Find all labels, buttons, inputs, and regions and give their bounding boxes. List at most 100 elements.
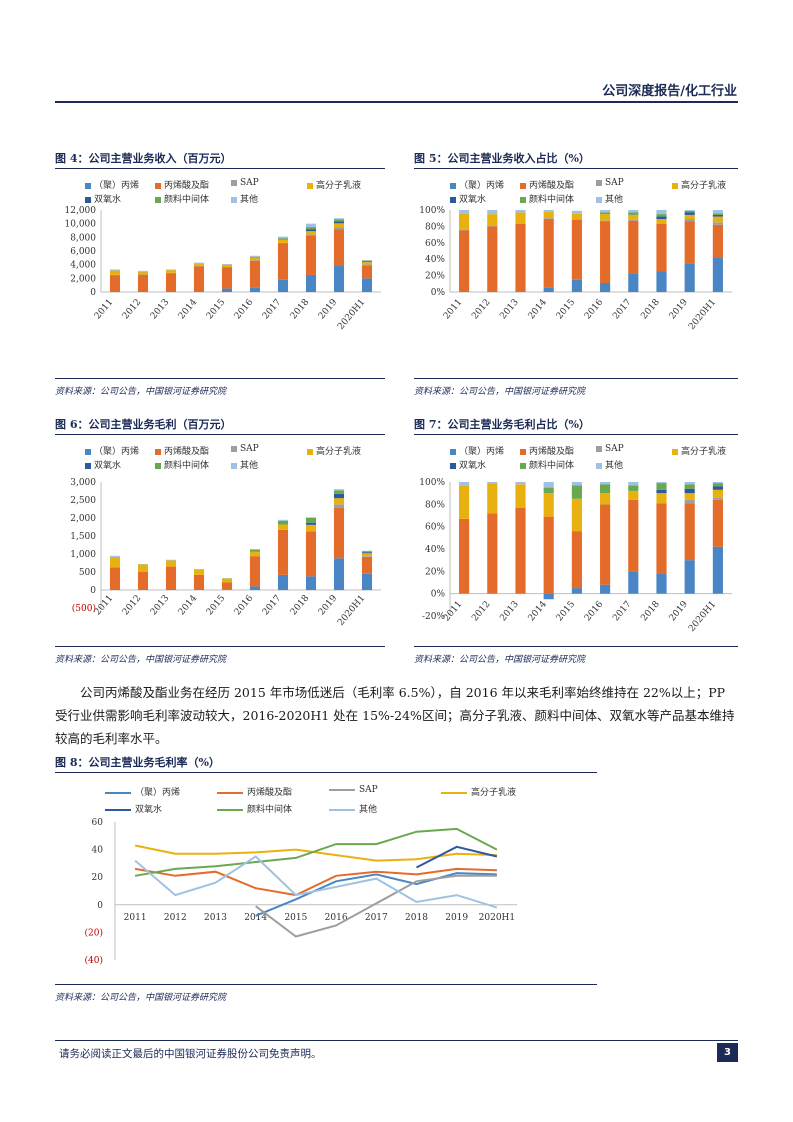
legend-item-3: 高分子乳液 [441,785,516,798]
x-tick-label: 2017 [611,599,634,623]
header-divider [55,101,738,103]
bar-segment-2012-2 [137,274,149,275]
x-tick-label: 2019 [668,297,691,321]
legend-item-1: 丙烯酸及酯 [155,178,209,191]
figure-7-bottom-rule [414,646,738,647]
bar-segment-2019-4 [684,212,695,215]
line-series-4 [416,845,498,869]
bar-segment-2019-2 [333,227,345,230]
bar-segment-2016-5 [600,212,611,215]
legend-line-swatch [217,808,243,811]
legend-label: 双氧水 [459,461,487,471]
bar-segment-2013-3 [515,212,526,224]
legend-label: SAP [605,444,624,454]
bar-segment-2013-6 [515,210,526,213]
bar-segment-2014-2 [543,218,554,220]
y-tick-label: 6,000 [70,247,96,257]
bar-segment-2015-0 [571,588,582,594]
legend-item-6: 其他 [596,458,623,471]
footer-divider [55,1040,738,1041]
y-tick-label: 0% [431,288,446,298]
legend-swatch [672,182,678,189]
y-tick-label: 40 [92,846,104,856]
bar-segment-2019-2 [333,504,345,508]
y-tick-label: 80% [425,222,445,232]
x-tick-label: 2018 [639,297,662,321]
figure-8-top-rule [55,772,597,773]
bar-segment-2012-2 [487,225,498,227]
bar-segment-2016-1 [600,504,611,585]
bar-segment-2016-3 [249,551,261,557]
bar-segment-2020H1-5 [361,551,373,553]
figure-5-bottom-rule [414,378,738,379]
bar-segment-2018-0 [305,576,317,590]
legend-label: 丙烯酸及酯 [529,181,575,191]
y-tick-label: 0 [90,586,96,596]
y-tick-label: 0 [90,288,96,298]
bar-segment-2018-1 [656,223,667,272]
bar-segment-2013-1 [165,566,177,590]
bar-segment-2019-0 [684,263,695,292]
footer-disclaimer: 请务必阅读正文最后的中国银河证券股份公司免责声明。 [59,1048,322,1060]
y-tick-label: 0% [431,590,446,600]
bar-segment-2019-2 [684,499,695,504]
legend-item-4: 双氧水 [85,192,121,205]
legend-label: 颜料中间体 [247,805,293,815]
line-series-2 [255,874,497,938]
legend-item-0: （聚）丙烯 [85,178,139,191]
y-tick-label: 500 [79,568,96,578]
legend-swatch [231,462,237,469]
figure-5-top-rule [414,168,738,169]
x-tick-label: 2019 [317,593,340,617]
bar-segment-2020H1-4 [712,486,723,490]
bar-segment-2019-5 [333,219,345,222]
x-tick-label: 2012 [121,594,143,618]
bar-segment-2018-4 [305,522,317,525]
bar-segment-2013-6 [165,269,177,271]
figure-5-plot: 0%20%40%60%80%100%2011 2012 2013 2014 2015 20… [419,206,732,332]
bar-segment-2015-0 [221,288,233,292]
bar-segment-2016-6 [600,482,611,485]
legend-swatch [231,445,237,452]
x-tick-label: 2014 [177,297,200,321]
legend-swatch [450,182,456,189]
y-tick-label: 10,000 [65,220,97,230]
legend-swatch [155,462,161,469]
y-tick-label: 1,000 [70,550,96,560]
bar-segment-2017-3 [628,214,639,220]
bar-segment-2020H1-4 [712,214,723,217]
bar-segment-2013-6 [515,482,526,485]
legend-swatch [450,448,456,455]
bar-segment-2013-2 [515,223,526,224]
x-tick-label: 2011 [442,600,464,624]
bar-segment-2015-1 [221,267,233,289]
legend-item-6: 其他 [231,458,258,471]
figure-7-top-rule [414,434,738,435]
bar-segment-2016-1 [249,556,261,587]
legend-label: 丙烯酸及酯 [164,447,210,457]
bar-segment-2016-6 [249,255,261,257]
bar-segment-2011-6 [459,210,470,214]
legend-label: 高分子乳液 [681,447,727,457]
x-tick-label: 2014 [177,593,200,617]
legend-item-0: （聚）丙烯 [105,785,180,798]
bar-segment-2018-6 [305,517,317,518]
y-tick-label: 20 [92,873,104,883]
legend-item-1: 丙烯酸及酯 [217,785,292,798]
y-tick-label: (40) [85,955,103,966]
legend-item-4: 双氧水 [450,458,486,471]
bar-segment-2017-2 [628,219,639,221]
bar-segment-2011-2 [109,274,121,276]
legend-item-1: 丙烯酸及酯 [520,444,574,457]
bar-segment-2018-4 [305,229,317,232]
bar-segment-2013-3 [515,484,526,508]
x-tick-label: 2015 [205,297,228,321]
legend-label: （聚）丙烯 [94,181,140,191]
legend-label: 高分子乳液 [316,181,362,191]
bar-segment-2014-3 [543,493,554,517]
bar-segment-2019-1 [333,229,345,267]
bar-segment-2019-0 [684,560,695,594]
bar-segment-2012-1 [137,274,149,292]
legend-swatch [231,196,237,203]
bar-segment-2020H1-6 [361,260,373,261]
